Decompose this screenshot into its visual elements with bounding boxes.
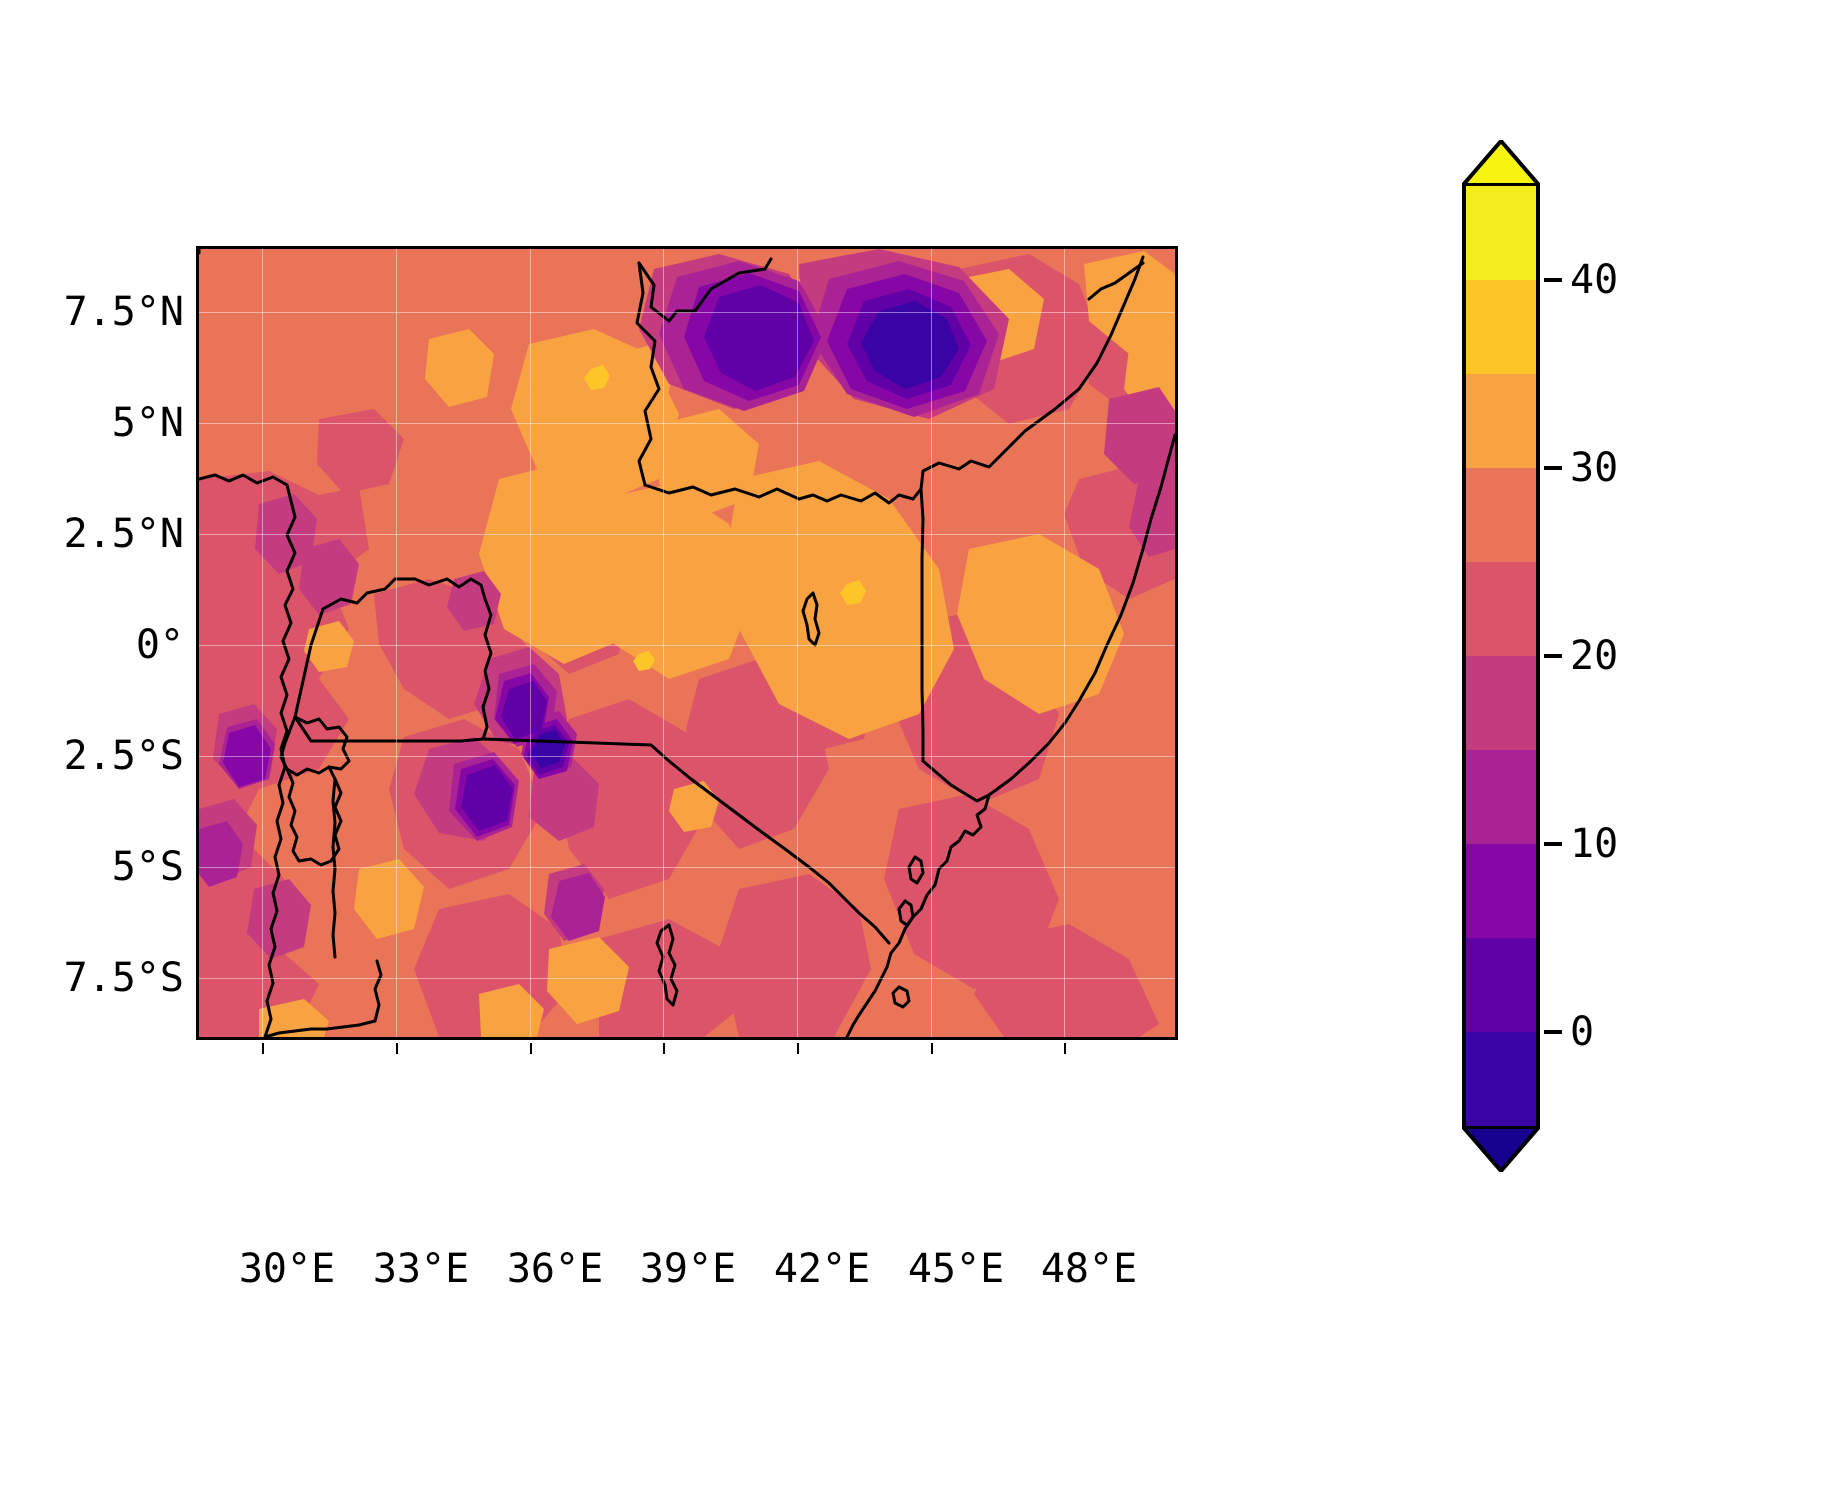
colorbar-tick xyxy=(1544,654,1562,658)
xtick-mark xyxy=(663,1043,665,1054)
colorbar-tick xyxy=(1544,278,1562,282)
colorbar-tick xyxy=(1544,466,1562,470)
xtick-mark xyxy=(1064,1043,1066,1054)
gridline-lat-0 xyxy=(199,645,1175,646)
ytick-label: 2.5°S xyxy=(63,733,184,779)
xtick-label: 48°E xyxy=(1040,1246,1138,1292)
colorbar-segment-35-40 xyxy=(1466,280,1536,374)
gridline-lat-5S xyxy=(199,867,1175,868)
ytick-label: 0° xyxy=(135,622,184,668)
gridline-lat-7p5S xyxy=(199,978,1175,979)
xtick-label: 39°E xyxy=(639,1246,737,1292)
xtick-mark xyxy=(396,1043,398,1054)
ytick-label: 7.5°N xyxy=(63,289,184,335)
xtick-label: 45°E xyxy=(907,1246,1005,1292)
colorbar-tick-label: 10 xyxy=(1570,821,1619,867)
colorbar-segment-20-25 xyxy=(1466,562,1536,656)
colorbar-segment-10-15 xyxy=(1466,750,1536,844)
colorbar-tick-label: 30 xyxy=(1570,445,1619,491)
ytick-label: 5°S xyxy=(111,844,184,890)
colorbar-tick xyxy=(1544,1030,1562,1034)
xtick-label: 36°E xyxy=(506,1246,604,1292)
gridline-lon-42 xyxy=(797,249,798,1037)
colorbar-segment-5-10 xyxy=(1466,844,1536,938)
gridline-lon-45 xyxy=(931,249,932,1037)
gridline-lon-36 xyxy=(530,249,531,1037)
gridline-lon-48 xyxy=(1064,249,1065,1037)
ytick-label: 7.5°S xyxy=(63,955,184,1001)
gridline-lat-5N xyxy=(199,423,1175,424)
colorbar-tick xyxy=(1544,842,1562,846)
colorbar-segment-15-20 xyxy=(1466,656,1536,750)
ytick-label: 5°N xyxy=(111,400,184,446)
colorbar-extend-bottom xyxy=(1462,1126,1540,1172)
gridline-lon-39 xyxy=(663,249,664,1037)
xtick-mark xyxy=(797,1043,799,1054)
gridline-lat-7p5N xyxy=(199,312,1175,313)
gridline-lat-2p5S xyxy=(199,756,1175,757)
gridline-lon-33 xyxy=(396,249,397,1037)
colorbar[interactable]: 40 30 20 10 0 xyxy=(1462,140,1618,1172)
xtick-label: 33°E xyxy=(372,1246,470,1292)
colorbar-gradient[interactable] xyxy=(1462,186,1562,1126)
colorbar-segment-0-5 xyxy=(1466,938,1536,1032)
colorbar-tick-label: 40 xyxy=(1570,257,1619,303)
colorbar-tick-label: 0 xyxy=(1570,1009,1595,1055)
colorbar-segment-m5-0 xyxy=(1466,1032,1536,1126)
colorbar-extend-top xyxy=(1462,140,1540,186)
xtick-mark xyxy=(931,1043,933,1054)
map-axes[interactable] xyxy=(196,246,1178,1040)
map-contour-field xyxy=(199,249,1175,1037)
contourf-svg xyxy=(199,249,1175,1037)
colorbar-segment-30-35 xyxy=(1466,374,1536,468)
gridline-lat-2p5N xyxy=(199,534,1175,535)
colorbar-segment-40-45 xyxy=(1466,186,1536,280)
xtick-label: 30°E xyxy=(238,1246,336,1292)
xtick-label: 42°E xyxy=(773,1246,871,1292)
gridline-lon-30 xyxy=(262,249,263,1037)
xtick-mark xyxy=(530,1043,532,1054)
colorbar-tick-label: 20 xyxy=(1570,633,1619,679)
xtick-mark xyxy=(262,1043,264,1054)
ytick-label: 2.5°N xyxy=(63,511,184,557)
colorbar-segment-25-30 xyxy=(1466,468,1536,562)
